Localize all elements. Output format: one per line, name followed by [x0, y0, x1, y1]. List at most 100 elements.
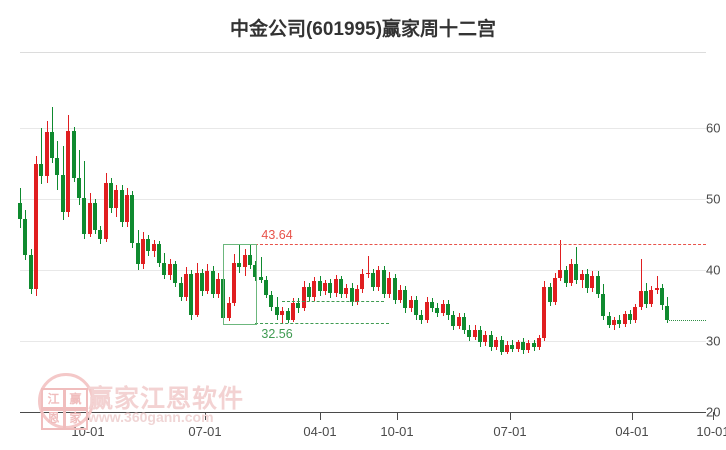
- candle-body: [499, 340, 504, 352]
- resistance-line: [255, 244, 706, 246]
- candle-body: [569, 264, 574, 283]
- candle-body: [355, 289, 360, 302]
- plot-top-border: [20, 52, 706, 53]
- candle-wick: [261, 257, 262, 284]
- candle-body: [478, 329, 483, 343]
- candle-body: [563, 270, 568, 283]
- candle-body: [633, 306, 638, 321]
- candle-body: [488, 334, 493, 348]
- x-tick-label-2: 04-01: [303, 424, 337, 439]
- candle-body: [162, 262, 167, 275]
- candle-body: [157, 244, 162, 263]
- candle-body: [494, 340, 499, 348]
- candle-body: [649, 289, 654, 305]
- x-tick-3: [397, 412, 398, 420]
- candle-body: [333, 279, 338, 294]
- candle-body: [344, 287, 349, 295]
- candle-body: [199, 272, 204, 291]
- candle-body: [226, 303, 231, 319]
- support-line: [255, 322, 390, 324]
- y-tick-label-30: 30: [706, 333, 721, 349]
- y-tick-label-40: 40: [706, 262, 721, 278]
- candle-body: [87, 203, 92, 234]
- candle-wick: [41, 128, 42, 185]
- seal-ring: [38, 373, 94, 429]
- gridline-30: [20, 341, 706, 342]
- x-tick-1: [205, 412, 206, 420]
- candlestick-plot-area: [18, 53, 706, 412]
- candle-body: [237, 262, 242, 268]
- candle-body: [178, 282, 183, 297]
- candle-body: [515, 342, 520, 349]
- x-tick-label-6: 10-01: [696, 424, 726, 439]
- candle-body: [360, 273, 365, 290]
- candle-body: [18, 202, 22, 219]
- candle-body: [403, 289, 408, 309]
- current-price-line: [667, 320, 706, 322]
- candle-body: [194, 272, 199, 315]
- candle-body: [130, 194, 135, 243]
- candle-body: [547, 287, 552, 302]
- x-tick-label-5: 04-01: [615, 424, 649, 439]
- candle-body: [339, 279, 343, 295]
- candle-body: [119, 190, 124, 222]
- watermark-seal-logo: 江 赢 恩 家: [38, 373, 94, 430]
- candle-body: [210, 270, 215, 295]
- candle-body: [135, 243, 140, 265]
- candle-body: [306, 287, 311, 297]
- candle-body: [622, 314, 627, 324]
- candle-body: [114, 190, 119, 208]
- watermark-brand: 赢家江恩软件: [88, 385, 245, 413]
- candle-body: [611, 319, 616, 325]
- candle-body: [424, 301, 429, 321]
- candle-body: [542, 287, 547, 339]
- candle-body: [92, 203, 97, 230]
- x-tick-5: [632, 412, 633, 420]
- candle-wick: [657, 276, 658, 295]
- candle-body: [71, 130, 76, 178]
- candle-body: [108, 183, 113, 208]
- candle-body: [590, 275, 595, 289]
- candle-body: [264, 279, 269, 295]
- candle-body: [520, 342, 525, 351]
- candle-body: [429, 301, 434, 308]
- x-tick-6: [713, 412, 714, 420]
- candle-body: [376, 270, 381, 288]
- resistance-price-label: 43.64: [261, 228, 293, 243]
- candle-body: [510, 344, 515, 349]
- candle-body: [531, 343, 536, 348]
- support-price-label: 32.56: [261, 326, 293, 341]
- candle-body: [392, 277, 397, 300]
- candle-body: [141, 239, 146, 265]
- candle-body: [253, 265, 258, 278]
- candle-body: [205, 270, 210, 291]
- candle-body: [312, 281, 317, 297]
- y-tick-label-60: 60: [706, 120, 721, 136]
- gann-square-box: [223, 244, 258, 325]
- candle-body: [526, 343, 531, 351]
- candle-body: [34, 163, 39, 290]
- candle-body: [317, 281, 322, 292]
- candle-body: [601, 294, 606, 317]
- candle-body: [472, 329, 477, 338]
- candle-body: [387, 277, 392, 295]
- candle-body: [290, 302, 295, 320]
- candle-body: [558, 270, 563, 278]
- seal-char-2: 赢: [63, 388, 88, 411]
- candle-body: [28, 255, 33, 290]
- candle-body: [66, 130, 71, 213]
- x-tick-4: [510, 412, 511, 420]
- candle-body: [413, 299, 418, 316]
- x-tick-label-4: 07-01: [493, 424, 527, 439]
- candle-body: [606, 316, 611, 325]
- candle-body: [483, 334, 488, 343]
- candle-body: [504, 344, 509, 352]
- candle-body: [462, 316, 467, 330]
- candle-body: [397, 289, 402, 300]
- candle-body: [44, 132, 49, 177]
- candle-body: [82, 197, 87, 234]
- candle-body: [274, 306, 279, 316]
- candle-body: [617, 319, 622, 324]
- candle-body: [349, 287, 354, 302]
- candle-wick: [239, 244, 240, 273]
